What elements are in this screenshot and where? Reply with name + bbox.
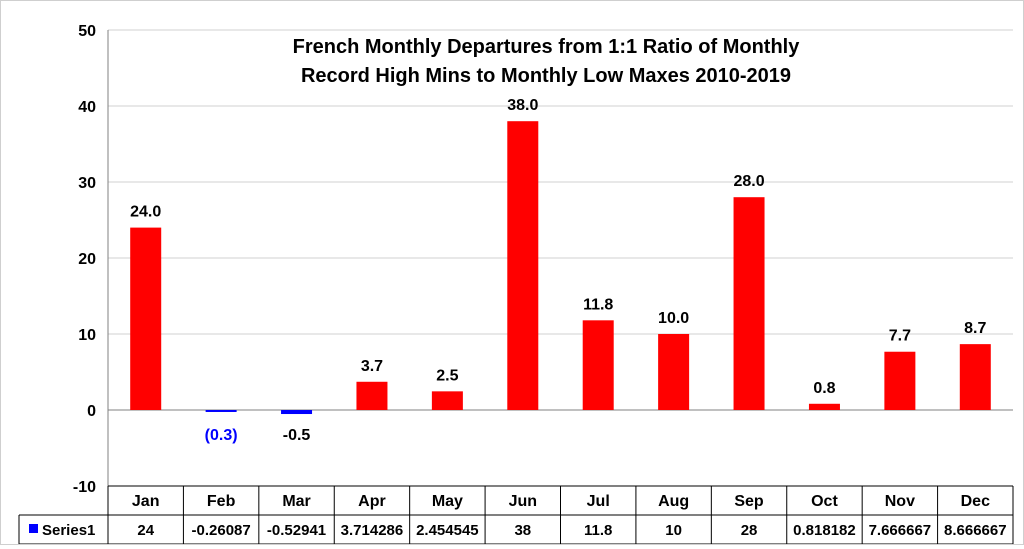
table-value-cell: 24 xyxy=(137,522,154,539)
bar-jan xyxy=(130,227,162,410)
legend-series-name: Series1 xyxy=(42,522,95,539)
x-category-label: Mar xyxy=(282,493,310,510)
bar-jun xyxy=(507,121,539,410)
x-category-label: Aug xyxy=(658,493,689,510)
bar-apr xyxy=(356,381,388,410)
bar-nov xyxy=(884,351,916,410)
x-category-label: Dec xyxy=(961,493,990,510)
table-value-cell: -0.26087 xyxy=(192,522,251,539)
data-label: 7.7 xyxy=(889,328,911,345)
data-label: 8.7 xyxy=(964,320,986,337)
table-value-cell: 3.714286 xyxy=(341,522,404,539)
bar-feb xyxy=(205,410,237,412)
x-category-label: Jan xyxy=(132,493,160,510)
bar-oct xyxy=(808,403,840,410)
bars xyxy=(130,121,991,415)
data-label: -0.5 xyxy=(283,427,311,444)
bar-sep xyxy=(733,197,765,410)
table-value-cell: 28 xyxy=(741,522,758,539)
bar-mar xyxy=(281,410,313,415)
x-category-label: Apr xyxy=(358,493,386,510)
table-value-cell: 2.454545 xyxy=(416,522,479,539)
data-label: 38.0 xyxy=(507,97,538,114)
bar-dec xyxy=(959,344,991,410)
chart-title-line-2: Record High Mins to Monthly Low Maxes 20… xyxy=(301,65,791,87)
y-tick-label: 0 xyxy=(87,403,96,420)
table-value-cell: 38 xyxy=(514,522,531,539)
y-axis-ticks: 50 40 30 20 10 0 -10 xyxy=(73,23,96,496)
bar-may xyxy=(431,391,463,410)
y-tick-label: 50 xyxy=(78,23,96,40)
data-table: Jan 24 Feb -0.26087 Mar -0.52941 Apr 3.714286 Ma… xyxy=(18,485,1014,545)
data-label: 11.8 xyxy=(583,296,613,313)
data-label: 10.0 xyxy=(658,310,689,327)
table-value-cell: -0.52941 xyxy=(267,522,326,539)
y-tick-label: -10 xyxy=(73,479,96,496)
data-label: 28.0 xyxy=(733,173,764,190)
y-tick-label: 10 xyxy=(78,327,96,344)
x-category-label: Sep xyxy=(734,493,764,510)
x-category-label: Oct xyxy=(811,493,838,510)
data-label: 2.5 xyxy=(436,367,458,384)
chart-title-line-1: French Monthly Departures from 1:1 Ratio… xyxy=(293,36,801,58)
data-labels: 24.0 (0.3) -0.5 3.7 2.5 38.0 11.8 10.0 28.0 0.8 7.… xyxy=(130,97,986,444)
x-category-label: Feb xyxy=(207,493,236,510)
y-tick-label: 20 xyxy=(78,251,96,268)
x-category-label: Jun xyxy=(509,493,537,510)
table-value-cell: 10 xyxy=(665,522,682,539)
y-tick-label: 30 xyxy=(78,175,96,192)
x-category-label: May xyxy=(432,493,463,510)
chart-title: French Monthly Departures from 1:1 Ratio… xyxy=(293,36,801,87)
gridlines xyxy=(107,29,1013,487)
table-value-cell: 8.666667 xyxy=(944,522,1007,539)
data-label: 24.0 xyxy=(130,204,161,221)
data-label: 3.7 xyxy=(361,358,383,375)
table-value-cell: 11.8 xyxy=(584,522,612,539)
table-value-cell: 7.666667 xyxy=(869,522,932,539)
data-label: 0.8 xyxy=(813,380,835,397)
x-category-label: Jul xyxy=(587,493,610,510)
data-label: (0.3) xyxy=(205,427,238,444)
table-value-cell: 0.818182 xyxy=(793,522,856,539)
legend-key-icon xyxy=(29,524,38,533)
x-category-label: Nov xyxy=(885,493,915,510)
bar-aug xyxy=(658,334,690,410)
y-tick-label: 40 xyxy=(78,99,96,116)
bar-jul xyxy=(582,320,614,410)
